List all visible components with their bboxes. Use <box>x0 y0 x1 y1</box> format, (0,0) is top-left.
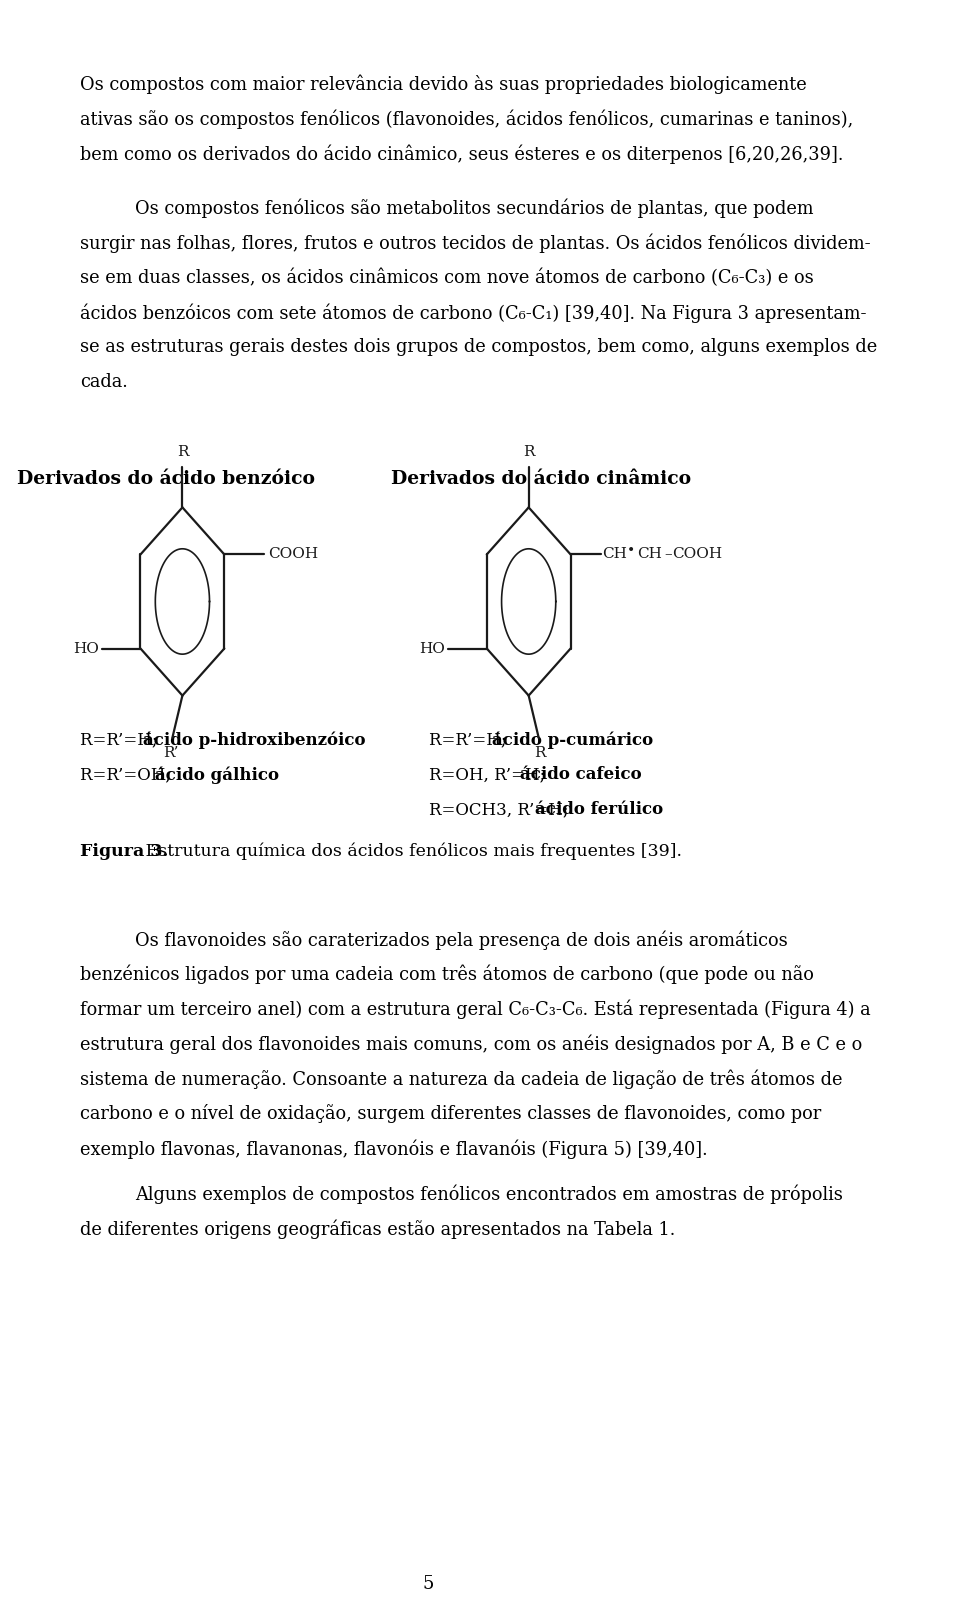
Text: COOH: COOH <box>672 548 723 561</box>
Text: se as estruturas gerais destes dois grupos de compostos, bem como, alguns exempl: se as estruturas gerais destes dois grup… <box>80 337 877 355</box>
Text: Figura 3.: Figura 3. <box>80 843 168 860</box>
Text: ativas são os compostos fenólicos (flavonoides, ácidos fenólicos, cumarinas e ta: ativas são os compostos fenólicos (flavo… <box>80 109 853 130</box>
Text: R=OH, R’=H;: R=OH, R’=H; <box>428 766 550 783</box>
Text: benzénicos ligados por uma cadeia com três átomos de carbono (que pode ou não: benzénicos ligados por uma cadeia com tr… <box>80 965 814 985</box>
Text: estrutura geral dos flavonoides mais comuns, com os anéis designados por A, B e : estrutura geral dos flavonoides mais com… <box>80 1035 862 1054</box>
Text: Os compostos fenólicos são metabolitos secundários de plantas, que podem: Os compostos fenólicos são metabolitos s… <box>134 198 813 217</box>
Text: cada.: cada. <box>80 373 128 391</box>
Text: Estrutura química dos ácidos fenólicos mais frequentes [39].: Estrutura química dos ácidos fenólicos m… <box>140 843 682 860</box>
Text: Derivados do ácido cinâmico: Derivados do ácido cinâmico <box>391 470 691 488</box>
Text: CH: CH <box>637 548 662 561</box>
Text: 5: 5 <box>422 1575 434 1593</box>
Text: –: – <box>664 548 672 561</box>
Text: sistema de numeração. Consoante a natureza da cadeia de ligação de três átomos d: sistema de numeração. Consoante a nature… <box>80 1069 842 1088</box>
Text: R: R <box>523 444 535 459</box>
Text: Derivados do ácido benzóico: Derivados do ácido benzóico <box>16 470 315 488</box>
Text: surgir nas folhas, flores, frutos e outros tecidos de plantas. Os ácidos fenólic: surgir nas folhas, flores, frutos e outr… <box>80 234 871 253</box>
Text: CH: CH <box>602 548 627 561</box>
Text: •: • <box>627 545 636 558</box>
Text: COOH: COOH <box>268 548 318 561</box>
Text: R=R’=H;: R=R’=H; <box>80 732 162 748</box>
Text: exemplo flavonas, flavanonas, flavonóis e flavanóis (Figura 5) [39,40].: exemplo flavonas, flavanonas, flavonóis … <box>80 1139 708 1158</box>
Text: formar um terceiro anel) com a estrutura geral C₆-C₃-C₆. Está representada (Figu: formar um terceiro anel) com a estrutura… <box>80 999 871 1019</box>
Text: Alguns exemplos de compostos fenólicos encontrados em amostras de própolis: Alguns exemplos de compostos fenólicos e… <box>134 1184 843 1204</box>
Text: HO: HO <box>73 642 99 655</box>
Text: se em duas classes, os ácidos cinâmicos com nove átomos de carbono (C₆-C₃) e os: se em duas classes, os ácidos cinâmicos … <box>80 268 813 287</box>
Text: ácido cafeico: ácido cafeico <box>520 766 642 783</box>
Text: HO: HO <box>420 642 445 655</box>
Text: ácido ferúlico: ácido ferúlico <box>536 801 663 817</box>
Text: ácido gálhico: ácido gálhico <box>155 766 278 783</box>
Text: R: R <box>535 746 546 759</box>
Text: ácido p-hidroxibenzóico: ácido p-hidroxibenzóico <box>143 732 366 749</box>
Text: bem como os derivados do ácido cinâmico, seus ésteres e os diterpenos [6,20,26,3: bem como os derivados do ácido cinâmico,… <box>80 144 843 164</box>
Text: carbono e o nível de oxidação, surgem diferentes classes de flavonoides, como po: carbono e o nível de oxidação, surgem di… <box>80 1105 821 1124</box>
Text: Os flavonoides são caraterizados pela presença de dois anéis aromáticos: Os flavonoides são caraterizados pela pr… <box>134 929 787 949</box>
Text: ácidos benzóicos com sete átomos de carbono (C₆-C₁) [39,40]. Na Figura 3 apresen: ácidos benzóicos com sete átomos de carb… <box>80 303 866 323</box>
Text: de diferentes origens geográficas estão apresentados na Tabela 1.: de diferentes origens geográficas estão … <box>80 1220 675 1239</box>
Text: Os compostos com maior relevância devido às suas propriedades biologicamente: Os compostos com maior relevância devido… <box>80 75 806 94</box>
Text: R: R <box>177 444 188 459</box>
Text: R=R’=H;: R=R’=H; <box>428 732 511 748</box>
Text: R’: R’ <box>163 746 179 759</box>
Text: R=R’=OH;: R=R’=OH; <box>80 766 176 783</box>
Text: R=OCH3, R’=H;: R=OCH3, R’=H; <box>428 801 573 817</box>
Text: ácido p-cumárico: ácido p-cumárico <box>492 732 653 749</box>
